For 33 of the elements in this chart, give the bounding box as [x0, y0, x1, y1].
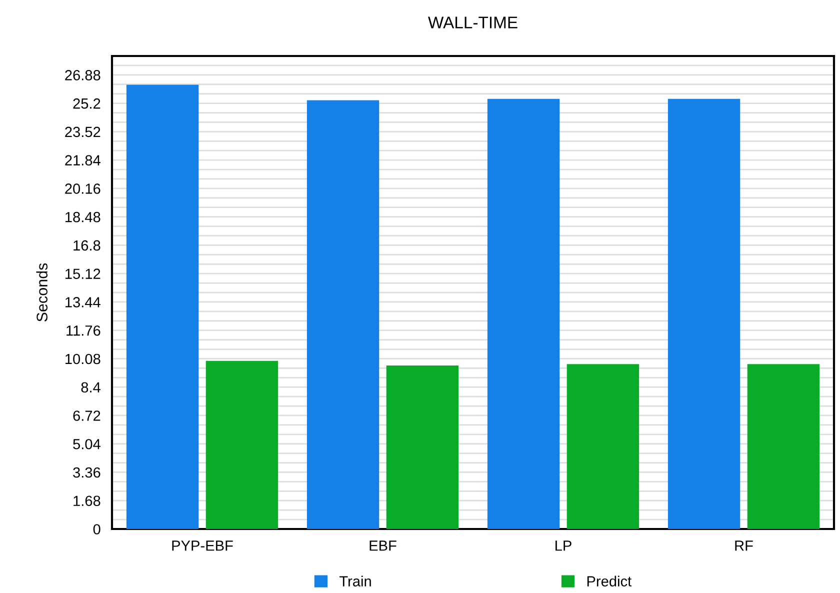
- chart-title: WALL-TIME: [428, 16, 518, 28]
- x-tick-label: LP: [556, 540, 572, 551]
- y-tick-label: 5.04: [73, 438, 100, 450]
- legend-label: Predict: [587, 576, 632, 586]
- bar: [668, 98, 740, 529]
- y-tick-label: 18.48: [66, 212, 100, 222]
- y-tick-label: 1.68: [74, 496, 100, 506]
- legend-label: Train: [340, 576, 371, 586]
- bar: [747, 364, 820, 529]
- bar: [126, 84, 199, 529]
- bar: [206, 360, 278, 529]
- bar: [566, 364, 640, 529]
- bar: [487, 98, 560, 529]
- y-tick-label: 16.8: [74, 240, 100, 251]
- y-axis-title: Seconds: [36, 263, 48, 322]
- y-tick-label: 13.44: [66, 297, 100, 308]
- y-tick-label: 0: [93, 524, 100, 534]
- y-tick-label: 15.12: [66, 268, 100, 280]
- y-tick-label: 26.88: [65, 70, 100, 80]
- y-tick-label: 3.36: [73, 467, 100, 478]
- y-tick-label: 11.76: [66, 325, 100, 336]
- y-tick-label: 21.84: [65, 155, 100, 166]
- x-tick-label: PYP-EBF: [172, 540, 233, 551]
- y-tick-label: 8.4: [81, 382, 100, 393]
- x-tick-label: RF: [735, 540, 753, 551]
- bar: [386, 365, 459, 529]
- y-tick-label: 10.08: [66, 354, 100, 364]
- y-tick-label: 23.52: [65, 126, 100, 138]
- bar: [306, 100, 380, 529]
- y-tick-label: 25.2: [73, 98, 100, 109]
- y-tick-label: 6.72: [73, 410, 100, 421]
- y-tick-label: 20.16: [65, 184, 100, 194]
- x-tick-label: EBF: [370, 540, 396, 551]
